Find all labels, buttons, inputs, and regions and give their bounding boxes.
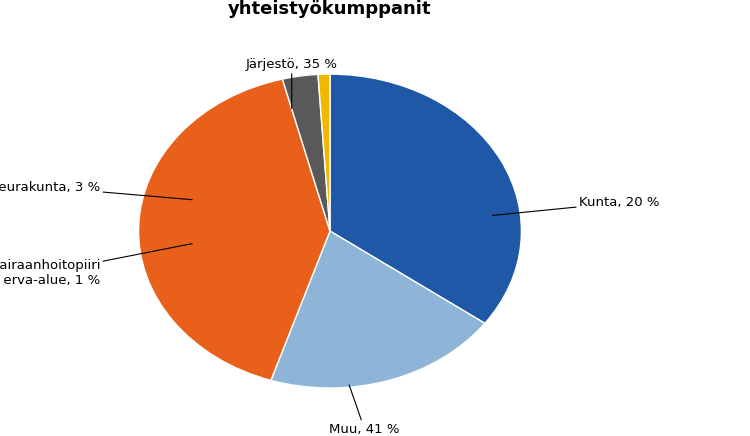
Text: Muu, 41 %: Muu, 41 % <box>329 385 400 436</box>
Wedge shape <box>271 231 484 388</box>
Wedge shape <box>283 75 330 231</box>
Text: Kunta, 20 %: Kunta, 20 % <box>493 196 659 215</box>
Wedge shape <box>139 79 330 380</box>
Title: Nuorisoalan toiminnalliset järjestöt;
yhteistyökumppanit: Nuorisoalan toiminnalliset järjestöt; yh… <box>148 0 512 18</box>
Text: Seurakunta, 3 %: Seurakunta, 3 % <box>0 181 192 200</box>
Text: Sairaanhoitopiiri
tai erva-alue, 1 %: Sairaanhoitopiiri tai erva-alue, 1 % <box>0 244 192 287</box>
Wedge shape <box>330 74 521 324</box>
Text: Järjestö, 35 %: Järjestö, 35 % <box>246 58 338 109</box>
Wedge shape <box>318 74 330 231</box>
